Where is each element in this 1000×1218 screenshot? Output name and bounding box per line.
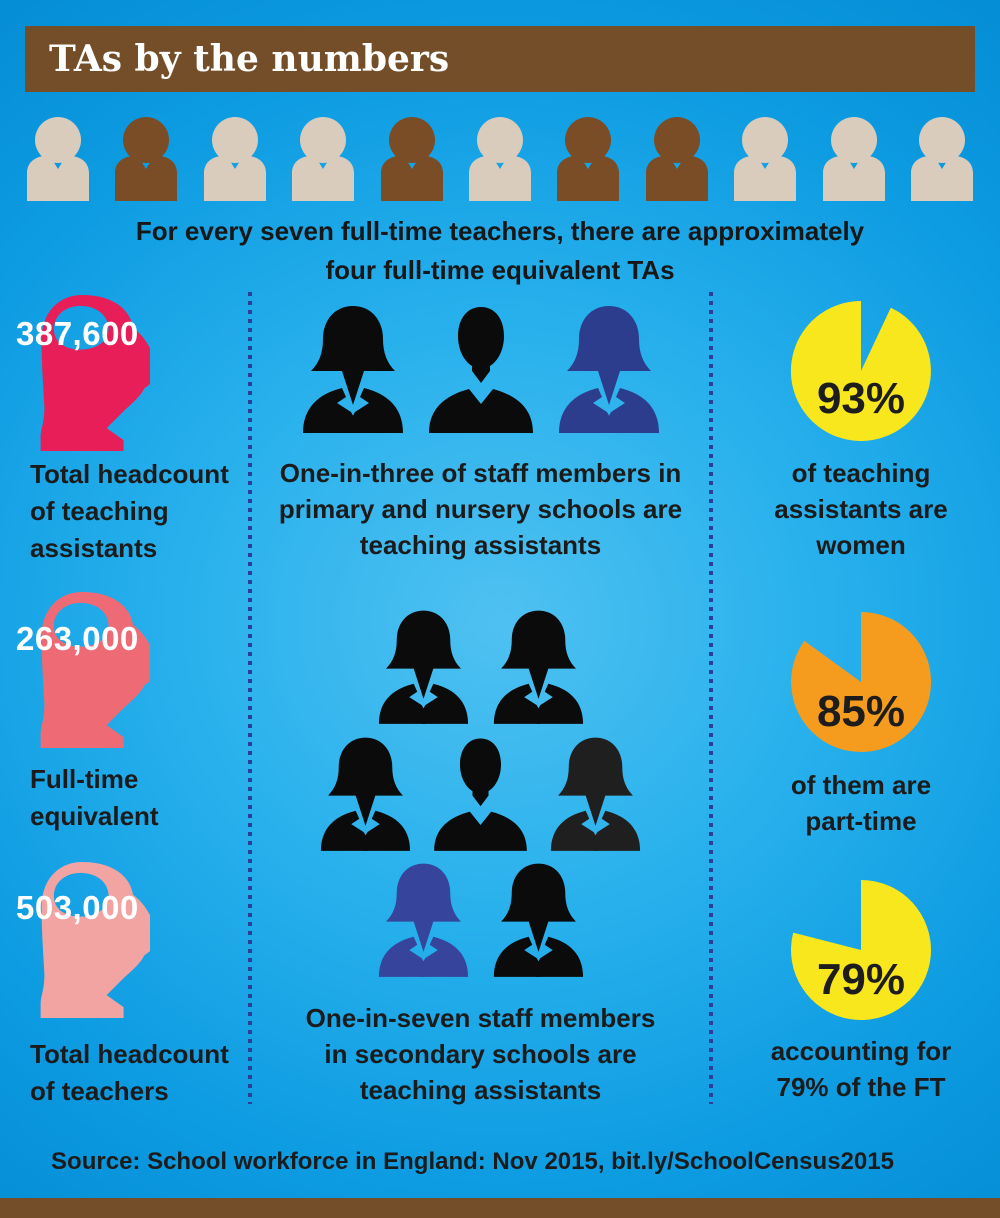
teacher-icon bbox=[292, 117, 355, 201]
pie-chart-ft-share bbox=[789, 878, 933, 1022]
secondary-school-caption: One-in-seven staff members in secondary s… bbox=[305, 1003, 656, 1105]
primary-school-figures bbox=[250, 301, 711, 433]
teacher-icon bbox=[468, 117, 531, 201]
female-bust-icon bbox=[378, 610, 468, 724]
secondary-school-figures-row2 bbox=[250, 733, 711, 851]
pie-caption-ft-share: accounting for 79% of the FT bbox=[770, 1036, 952, 1102]
head-profile-icon bbox=[40, 591, 150, 749]
pie-caption-part-time: of them are part-time bbox=[790, 770, 932, 836]
teacher-icon bbox=[822, 117, 885, 201]
pie-icon-85 bbox=[791, 612, 932, 752]
teacher-icon bbox=[910, 117, 973, 201]
ratio-caption: For every seven full-time teachers, ther… bbox=[135, 216, 865, 285]
pie-chart-part-time bbox=[789, 610, 933, 754]
pie-value-ft-share: 79% bbox=[816, 955, 906, 1004]
pie-icon-93 bbox=[790, 300, 931, 441]
teacher-ta-pictogram-row bbox=[25, 117, 975, 201]
head-profile-icon bbox=[40, 294, 150, 452]
header-banner: TAs by the numbers bbox=[25, 26, 975, 92]
teacher-icon bbox=[734, 117, 797, 201]
stat-value-fte: 263,000 bbox=[16, 620, 139, 657]
female-bust-icon bbox=[558, 306, 659, 433]
stat-label-teacher-headcount: Total headcount of teachers bbox=[30, 1039, 229, 1106]
teacher-icon bbox=[203, 117, 266, 201]
primary-school-caption: One-in-three of staff members in primary … bbox=[278, 458, 683, 560]
female-bust-icon bbox=[320, 737, 411, 851]
pie-chart-women bbox=[789, 299, 933, 443]
head-profile-figure-teachers bbox=[18, 859, 150, 1023]
female-bust-icon bbox=[493, 863, 583, 977]
ta-icon bbox=[115, 117, 178, 201]
stat-label-fte: Full-time equivalent bbox=[30, 764, 159, 831]
ta-icon bbox=[645, 117, 708, 201]
head-profile-figure-fte bbox=[18, 589, 150, 753]
female-bust-icon bbox=[378, 863, 468, 977]
secondary-school-figures-row1 bbox=[250, 606, 711, 724]
female-bust-icon bbox=[493, 610, 583, 724]
stat-value-teacher-headcount: 503,000 bbox=[16, 889, 139, 926]
ta-icon bbox=[380, 117, 443, 201]
stat-value-ta-headcount: 387,600 bbox=[16, 315, 139, 352]
page-title: TAs by the numbers bbox=[49, 38, 450, 80]
head-profile-figure-tas bbox=[18, 292, 150, 456]
female-bust-icon bbox=[550, 737, 641, 851]
pie-value-women: 93% bbox=[816, 374, 906, 423]
footer-bar bbox=[0, 1198, 1000, 1218]
pie-icon-79 bbox=[791, 880, 932, 1020]
ta-icon bbox=[557, 117, 620, 201]
female-bust-icon bbox=[302, 306, 403, 433]
male-bust-icon bbox=[428, 307, 533, 433]
stat-label-ta-headcount: Total headcount of teaching assistants bbox=[30, 459, 229, 563]
head-profile-icon bbox=[40, 861, 150, 1019]
dotted-divider-right bbox=[709, 292, 713, 1104]
secondary-school-figures-row3 bbox=[250, 859, 711, 977]
pie-caption-women: of teaching assistants are women bbox=[774, 458, 948, 560]
male-bust-icon bbox=[434, 738, 527, 851]
teacher-icon bbox=[27, 117, 89, 201]
pie-value-part-time: 85% bbox=[816, 687, 906, 736]
dotted-divider-left bbox=[248, 292, 252, 1104]
source-note: Source: School workforce in England: Nov… bbox=[51, 1148, 894, 1175]
